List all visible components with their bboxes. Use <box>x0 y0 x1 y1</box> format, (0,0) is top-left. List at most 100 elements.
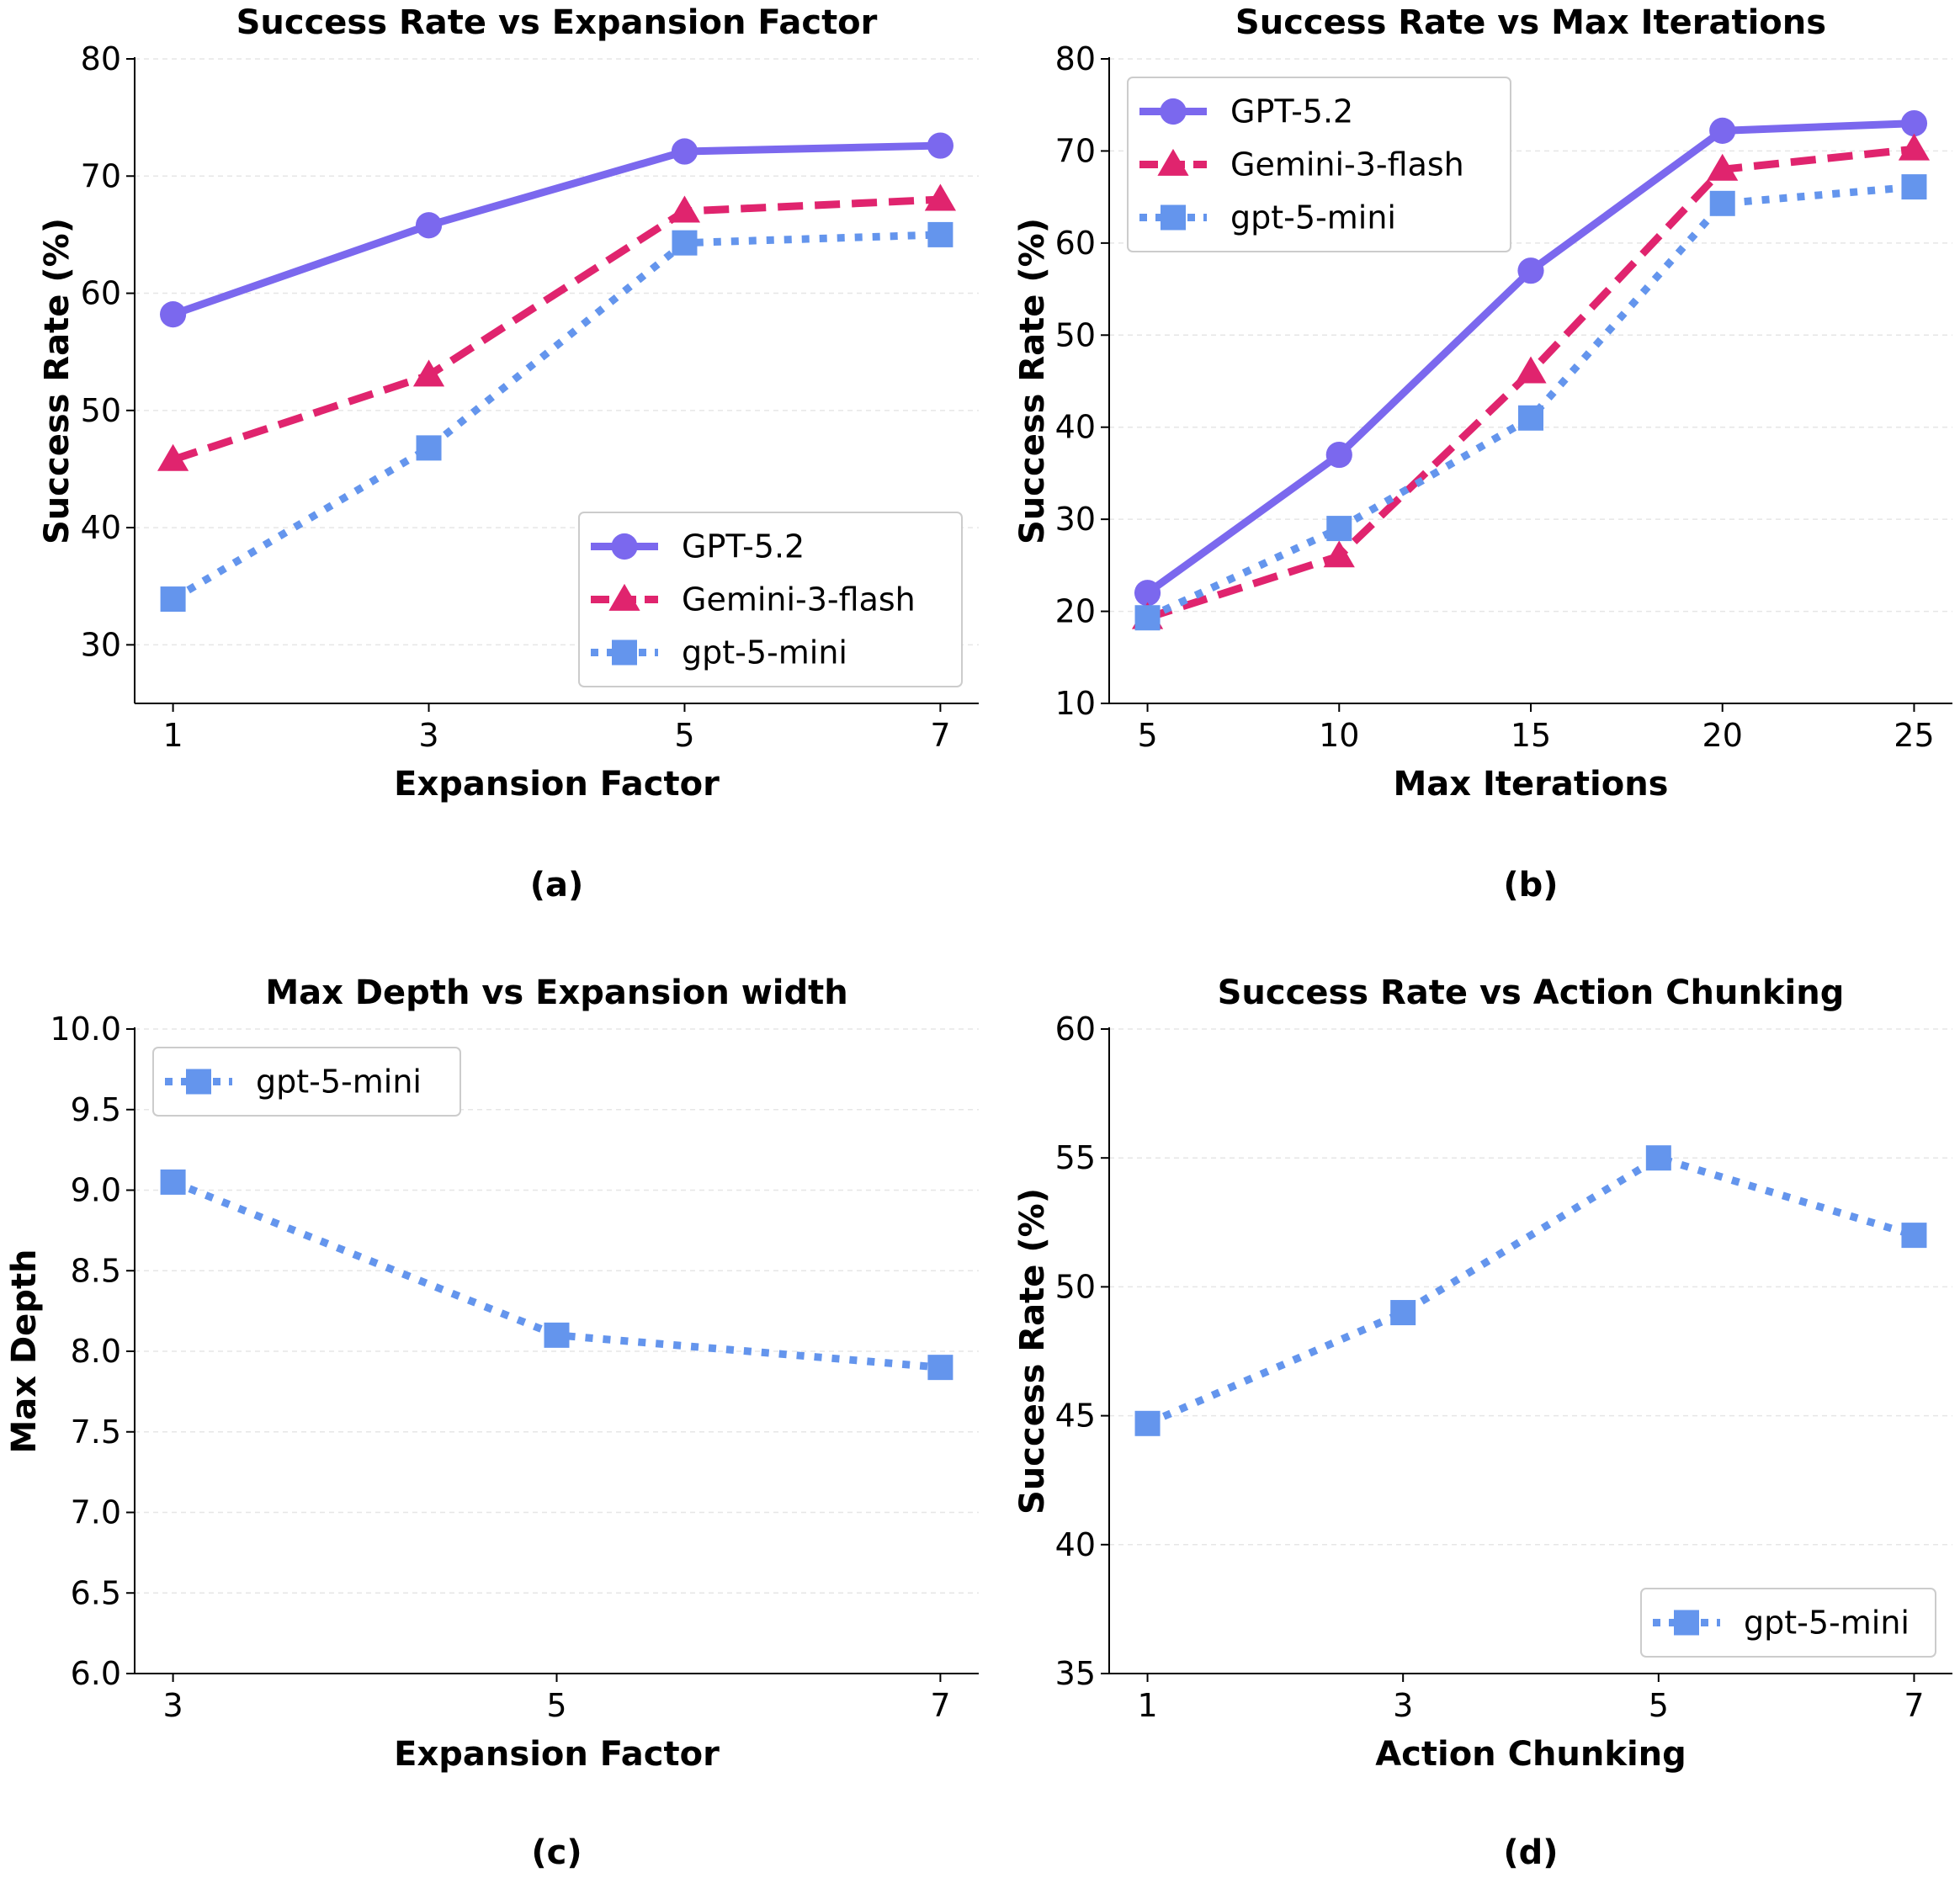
legend-label: Gemini-3-flash <box>1230 146 1464 183</box>
y-tick-label: 50 <box>1055 1268 1096 1305</box>
x-tick-label: 1 <box>162 717 183 754</box>
legend: GPT-5.2 Gemini-3-flash gpt-5-mini <box>578 512 963 687</box>
y-tick-label: 30 <box>81 626 121 663</box>
data-point-gpt-5-mini <box>1518 405 1543 431</box>
y-tick-label: 60 <box>81 275 121 312</box>
subfigure-caption: (c) <box>531 1833 582 1872</box>
y-tick-label: 50 <box>81 392 121 429</box>
legend-box <box>1640 1588 1936 1658</box>
data-point-gpt-5.2 <box>159 301 187 328</box>
data-point-gpt-5.2 <box>927 132 954 159</box>
data-point-gemini-3-flash <box>1707 153 1739 181</box>
x-tick-label: 3 <box>162 1687 183 1724</box>
legend-marker <box>1160 98 1187 125</box>
legend-marker <box>608 583 640 611</box>
data-point-gpt-5.2 <box>1709 117 1736 144</box>
y-axis-label: Success Rate (%) <box>1013 1188 1052 1515</box>
legend-box <box>152 1047 461 1117</box>
x-tick-label: 7 <box>930 1687 950 1724</box>
legend-marker <box>611 533 638 560</box>
data-point-gpt-5-mini <box>544 1322 570 1348</box>
y-tick-label: 9.5 <box>71 1091 121 1128</box>
data-point-gemini-3-flash <box>1898 133 1931 161</box>
data-point-gpt-5-mini <box>1134 1410 1161 1436</box>
legend-box <box>1127 77 1511 252</box>
data-point-gemini-3-flash <box>1515 356 1547 384</box>
data-point-gpt-5-mini <box>672 230 698 256</box>
y-axis-label: Success Rate (%) <box>1013 218 1052 544</box>
data-point-gpt-5.2 <box>1517 257 1544 284</box>
data-point-gpt-5-mini <box>1901 1223 1927 1249</box>
data-point-gemini-3-flash <box>1323 540 1355 568</box>
data-point-gemini-3-flash <box>924 183 957 211</box>
data-point-gpt-5-mini <box>927 1355 953 1381</box>
data-point-gpt-5-mini <box>927 221 953 247</box>
legend-marker <box>612 639 637 666</box>
x-axis-label: Action Chunking <box>1375 1735 1686 1774</box>
subfigure-caption: (a) <box>530 866 584 905</box>
data-point-gpt-5-mini <box>160 1169 186 1195</box>
legend-label: Gemini-3-flash <box>682 581 916 618</box>
y-tick-label: 55 <box>1055 1139 1096 1176</box>
y-tick-label: 7.0 <box>71 1494 121 1531</box>
x-axis-label: Expansion Factor <box>394 765 720 804</box>
data-point-gpt-5.2 <box>415 212 443 239</box>
y-tick-label: 30 <box>1055 501 1096 538</box>
x-tick-label: 5 <box>1649 1687 1669 1724</box>
data-point-gpt-5-mini <box>1709 190 1735 216</box>
legend-label: gpt-5-mini <box>256 1064 422 1101</box>
legend-label: gpt-5-mini <box>1230 199 1396 236</box>
subfigure-caption: (d) <box>1503 1833 1558 1872</box>
data-point-gemini-3-flash <box>157 443 189 471</box>
y-tick-label: 6.5 <box>71 1574 121 1611</box>
legend-label: GPT-5.2 <box>1230 93 1353 130</box>
x-tick-label: 20 <box>1702 717 1743 754</box>
chart-title: Max Depth vs Expansion width <box>265 973 847 1012</box>
legend-marker <box>1157 148 1189 176</box>
y-tick-label: 60 <box>1055 1011 1096 1048</box>
y-tick-label: 7.5 <box>71 1414 121 1451</box>
series-line-gpt-5-mini <box>1145 183 1915 622</box>
y-tick-label: 80 <box>1055 40 1096 77</box>
legend: gpt-5-mini <box>152 1047 461 1117</box>
subfigure-caption: (b) <box>1503 866 1558 905</box>
y-tick-label: 40 <box>1055 409 1096 446</box>
y-tick-label: 10.0 <box>50 1011 121 1048</box>
chart-title: Success Rate vs Expansion Factor <box>236 3 878 42</box>
x-tick-label: 5 <box>1137 717 1157 754</box>
series-line-gpt-5-mini <box>171 231 941 602</box>
legend-marker <box>1674 1610 1699 1636</box>
chart-title: Success Rate vs Max Iterations <box>1235 3 1826 42</box>
y-axis-label: Success Rate (%) <box>38 218 77 544</box>
y-tick-label: 60 <box>1055 225 1096 262</box>
y-tick-label: 8.0 <box>71 1333 121 1370</box>
data-point-gpt-5.2 <box>1325 441 1352 469</box>
y-tick-label: 80 <box>81 40 121 77</box>
x-tick-label: 5 <box>546 1687 566 1724</box>
chart-panel-b: 10 20 30 40 50 60 70 80 5 10 15 20 25 Success Rate vs… <box>1013 3 1952 905</box>
y-tick-label: 70 <box>81 157 121 194</box>
data-point-gpt-5-mini <box>160 586 186 613</box>
data-point-gemini-3-flash <box>412 359 445 387</box>
y-tick-label: 40 <box>1055 1526 1096 1563</box>
data-point-gpt-5-mini <box>416 435 442 461</box>
legend-label: gpt-5-mini <box>1744 1605 1910 1642</box>
y-tick-label: 8.5 <box>71 1252 121 1289</box>
data-point-gpt-5-mini <box>1390 1300 1416 1326</box>
y-tick-label: 40 <box>81 509 121 546</box>
x-tick-label: 7 <box>930 717 950 754</box>
y-tick-label: 10 <box>1055 685 1096 722</box>
y-tick-label: 6.0 <box>71 1655 121 1692</box>
y-tick-label: 35 <box>1055 1655 1096 1692</box>
legend: GPT-5.2 Gemini-3-flash gpt-5-mini <box>1127 77 1511 252</box>
x-tick-label: 7 <box>1904 1687 1924 1724</box>
data-point-gpt-5.2 <box>671 138 698 165</box>
data-point-gpt-5-mini <box>1645 1145 1671 1171</box>
legend-marker <box>1161 204 1186 231</box>
x-axis-label: Max Iterations <box>1394 765 1669 804</box>
series-line-gemini-3-flash <box>172 195 941 464</box>
x-axis-label: Expansion Factor <box>394 1735 720 1774</box>
x-tick-label: 5 <box>674 717 694 754</box>
y-tick-label: 70 <box>1055 132 1096 169</box>
